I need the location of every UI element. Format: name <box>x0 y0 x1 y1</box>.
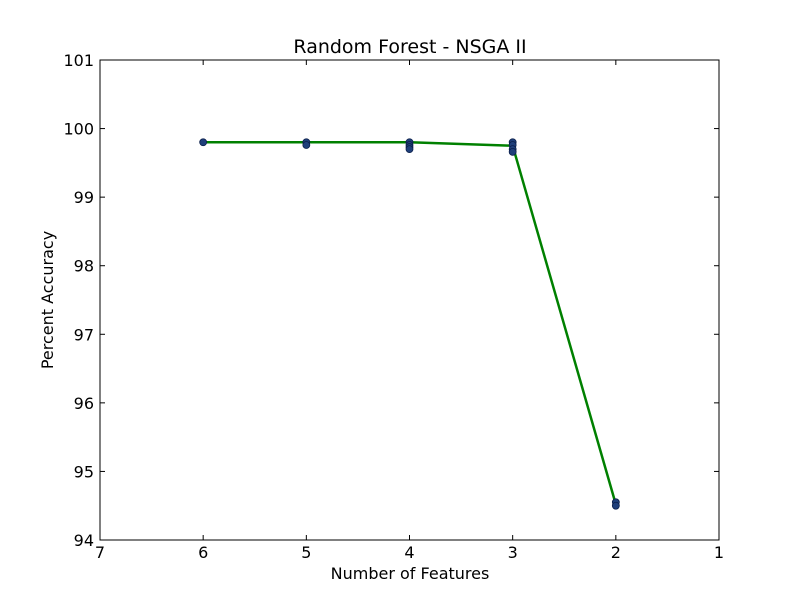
scatter-point <box>611 501 620 510</box>
x-axis-label: Number of Features <box>331 564 490 583</box>
scatter-point <box>199 138 208 147</box>
x-tick-label: 4 <box>404 543 414 562</box>
y-axis-label: Percent Accuracy <box>38 231 57 369</box>
y-tick-label: 97 <box>74 325 94 344</box>
y-tick-label: 95 <box>74 462 94 481</box>
x-tick-label: 7 <box>95 543 105 562</box>
axis-ticks <box>99 59 720 541</box>
x-tick-label: 6 <box>198 543 208 562</box>
series-line <box>203 141 618 505</box>
x-tick-label: 2 <box>611 543 621 562</box>
y-tick-label: 96 <box>74 394 94 413</box>
x-tick-label: 1 <box>714 543 724 562</box>
scatter-point <box>405 145 414 154</box>
y-tick-label: 100 <box>63 120 94 139</box>
y-tick-label: 101 <box>63 51 94 70</box>
series-layer <box>199 138 620 510</box>
scatter-point <box>508 147 517 156</box>
axis-tick-labels: 7 6 5 4 3 2 1 94 95 96 97 98 99 100 101 <box>63 51 724 562</box>
y-tick-label: 99 <box>74 188 94 207</box>
scatter-point <box>302 141 311 149</box>
y-tick-label: 98 <box>74 257 94 276</box>
plot-area-frame <box>99 59 720 541</box>
y-tick-label: 94 <box>74 531 94 550</box>
x-tick-label: 3 <box>508 543 518 562</box>
chart-title: Random Forest - NSGA II <box>293 36 526 58</box>
x-tick-label: 5 <box>301 543 311 562</box>
